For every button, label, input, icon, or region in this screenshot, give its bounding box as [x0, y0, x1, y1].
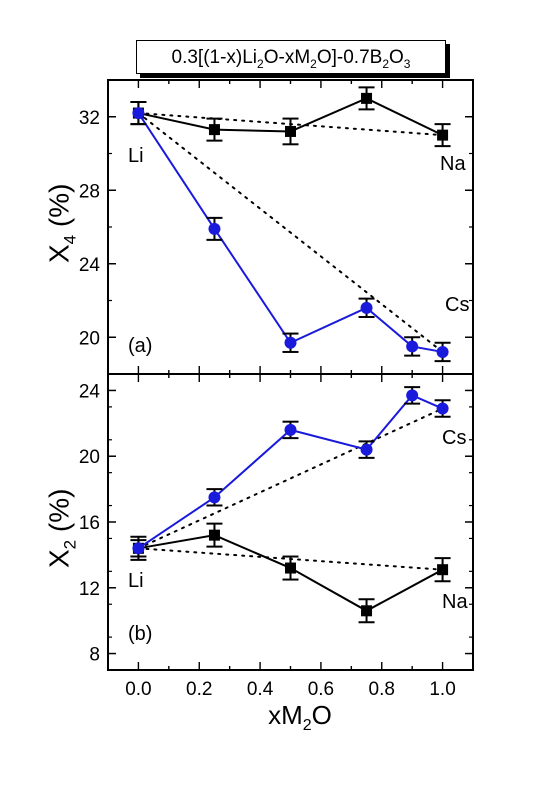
data-point-cs: [360, 301, 373, 314]
annotation-li: Li: [128, 570, 144, 592]
title-box: 0.3[(1-x)Li2O-xM2O]-0.7B2O3: [136, 40, 446, 74]
y-axis-label-bottom: X2 (%): [44, 448, 81, 608]
y-tick-label: 16: [79, 513, 100, 534]
data-point-na: [208, 124, 220, 136]
annotation-cs: Cs: [442, 427, 466, 449]
data-point-cs: [436, 345, 449, 358]
x-label-tail: O: [311, 700, 332, 730]
data-point-na: [285, 125, 296, 137]
reference-line-cs: [137, 407, 444, 550]
title-sub: 2: [310, 56, 317, 71]
data-point-na: [437, 564, 449, 576]
title-part: 0.3[(1-x)Li: [171, 47, 258, 68]
data-point-cs: [208, 491, 221, 504]
x-label-sub: 2: [302, 717, 312, 735]
data-point-na: [285, 562, 296, 574]
y-tick-label: 32: [79, 108, 100, 129]
data-point-na: [208, 529, 220, 541]
x-tick-label: 0.0: [125, 679, 151, 700]
y-tick-label: 20: [79, 447, 100, 468]
data-point-cs: [360, 443, 373, 456]
title-sub: 2: [382, 56, 390, 71]
data-point-cs: [284, 423, 297, 436]
y-axis-label-top: X4 (%): [44, 143, 81, 303]
x-tick-label: 0.6: [308, 679, 334, 700]
data-point-na: [361, 92, 373, 104]
y-label-sub: 4: [60, 234, 80, 245]
series-line-cs: [137, 394, 443, 550]
annotation-na: Na: [440, 153, 466, 175]
annotation-li: Li: [128, 145, 144, 167]
data-point-cs: [436, 402, 449, 415]
title-sub: 2: [257, 56, 264, 71]
chart-title: 0.3[(1-x)Li2O-xM2O]-0.7B2O3: [137, 47, 445, 71]
data-point-cs: [132, 107, 145, 120]
title-sub: 3: [403, 56, 411, 71]
title-part: O-xM: [263, 47, 311, 68]
data-point-cs: [132, 542, 145, 555]
y-label-tail: (%): [43, 183, 75, 235]
title-part: O: [389, 47, 404, 68]
data-point-cs: [406, 389, 419, 402]
x-tick-label: 0.8: [369, 679, 395, 700]
data-point-na: [437, 129, 449, 141]
data-point-cs: [406, 340, 419, 353]
x-tick-label: 0.4: [247, 679, 274, 700]
y-tick-label: 24: [79, 255, 101, 276]
x-label-main: xM: [268, 700, 303, 730]
x-axis-label: xM2O: [240, 700, 360, 735]
y-label-tail: (%): [43, 488, 75, 540]
y-label-sub: 2: [60, 539, 80, 550]
annotation-na: Na: [442, 591, 468, 613]
x-tick-label: 0.2: [186, 679, 212, 700]
annotation-cs: Cs: [445, 294, 469, 316]
y-tick-label: 24: [79, 381, 101, 402]
reference-line-cs: [137, 112, 444, 353]
y-label-main: X: [43, 549, 75, 569]
y-tick-label: 8: [89, 645, 100, 666]
data-point-cs: [284, 336, 297, 349]
y-tick-label: 28: [79, 181, 100, 202]
data-point-na: [361, 605, 373, 617]
panel-frame: [107, 373, 474, 671]
y-tick-label: 12: [79, 579, 100, 600]
y-tick-label: 20: [79, 328, 100, 349]
panel-tag: (a): [128, 335, 152, 357]
x-tick-label: 1.0: [429, 679, 455, 700]
panel-tag: (b): [128, 623, 152, 645]
title-part: O]-0.7B: [316, 47, 383, 68]
data-point-cs: [208, 222, 221, 235]
y-label-main: X: [43, 244, 75, 264]
